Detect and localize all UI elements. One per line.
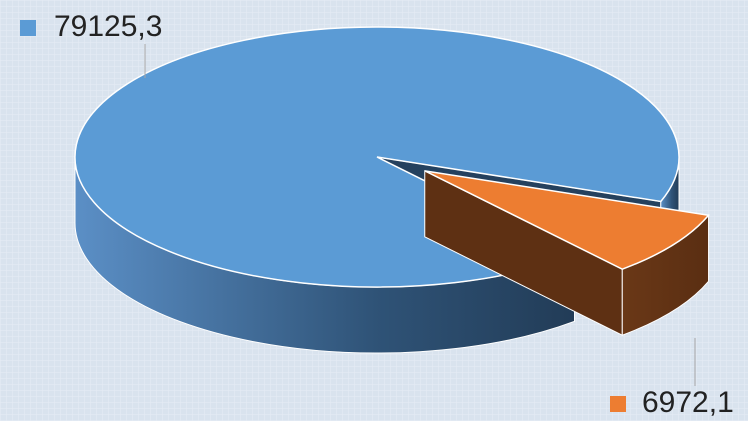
data-label: 79125,3 [54,10,162,43]
label-key [20,20,36,36]
pie-slice [74,26,680,288]
label-key [610,396,626,412]
pie-slice [424,170,710,270]
data-label: 6972,1 [642,386,734,419]
pie [74,26,710,354]
